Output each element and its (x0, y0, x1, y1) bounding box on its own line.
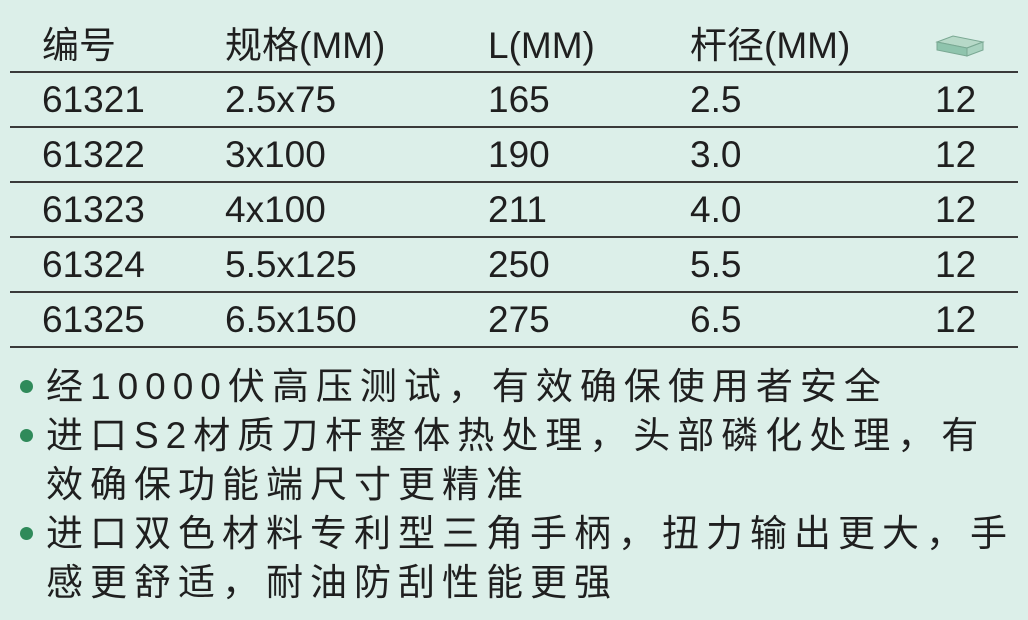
table-cell: 6.5x150 (225, 299, 357, 340)
table-cell: 6.5 (690, 299, 742, 340)
table-cell: 190 (488, 134, 550, 175)
table-cell: 2.5 (690, 79, 742, 120)
table-cell: 61323 (42, 189, 145, 230)
table-cell: 5.5x125 (225, 244, 357, 285)
bullet-item: 经10000伏高压测试，有效确保使用者安全 (18, 362, 1018, 411)
row-divider (10, 236, 1018, 238)
header-cell: 杆径(MM) (690, 25, 851, 66)
table-cell: 61324 (42, 244, 145, 285)
bullet-list: 经10000伏高压测试，有效确保使用者安全 进口S2材质刀杆整体热处理，头部磷化处… (18, 362, 1018, 607)
row-divider (10, 346, 1018, 348)
table-cell: 165 (488, 79, 550, 120)
header-cell: L(MM) (488, 25, 595, 66)
header-cell: 规格(MM) (225, 25, 386, 66)
table-cell: 12 (935, 134, 977, 175)
row-divider (10, 291, 1018, 293)
bullet-item: 进口双色材料专利型三角手柄，扭力输出更大，手感更舒适，耐油防刮性能更强 (18, 509, 1018, 607)
row-divider (10, 71, 1018, 73)
table-cell: 275 (488, 299, 550, 340)
header-cell: 编号 (42, 25, 116, 66)
bullet-item: 进口S2材质刀杆整体热处理，头部磷化处理，有效确保功能端尺寸更精准 (18, 411, 1018, 509)
table-cell: 4x100 (225, 189, 326, 230)
table-cell: 61322 (42, 134, 145, 175)
table-cell: 12 (935, 189, 977, 230)
table-cell: 12 (935, 244, 977, 285)
box-icon (935, 35, 985, 57)
table-cell: 250 (488, 244, 550, 285)
table-cell: 3.0 (690, 134, 742, 175)
table-cell: 12 (935, 299, 977, 340)
table-cell: 61321 (42, 79, 145, 120)
table-cell: 4.0 (690, 189, 742, 230)
row-divider (10, 126, 1018, 128)
table-cell: 5.5 (690, 244, 742, 285)
table-cell: 211 (488, 189, 547, 230)
table-cell: 2.5x75 (225, 79, 337, 120)
table-cell: 61325 (42, 299, 145, 340)
row-divider (10, 181, 1018, 183)
table-cell: 12 (935, 79, 977, 120)
table-cell: 3x100 (225, 134, 326, 175)
